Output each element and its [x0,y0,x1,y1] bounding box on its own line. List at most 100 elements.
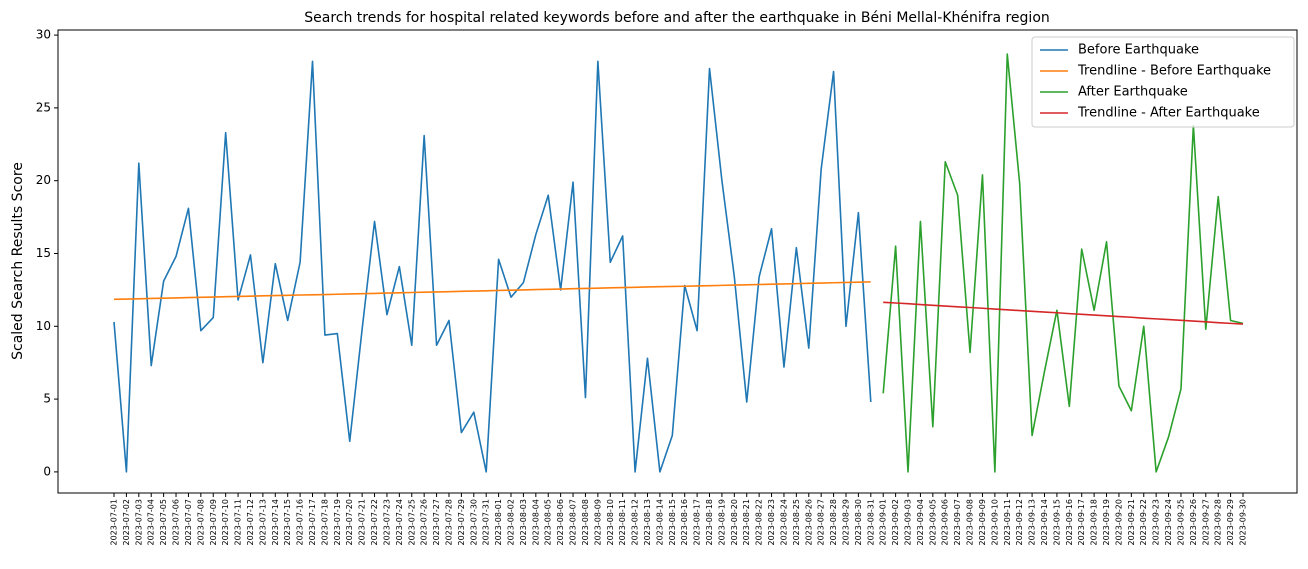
x-tick-label: 2023-08-21 [742,499,751,546]
x-tick-label: 2023-07-14 [271,499,280,546]
x-tick-label: 2023-09-07 [953,499,962,546]
x-tick-label: 2023-08-30 [854,499,863,546]
y-axis-label: Scaled Search Results Score [10,162,26,360]
x-tick-label: 2023-07-21 [358,499,367,546]
x-tick-label: 2023-08-06 [556,499,565,546]
x-tick-label: 2023-08-24 [779,499,788,546]
x-tick-label: 2023-07-12 [246,499,255,546]
x-tick-label: 2023-07-01 [110,499,119,546]
x-tick-label: 2023-09-13 [1028,499,1037,546]
y-tick-label: 0 [43,464,51,478]
x-tick-label: 2023-08-18 [705,499,714,546]
x-tick-label: 2023-09-22 [1139,499,1148,546]
x-tick-label: 2023-08-19 [717,499,726,546]
y-tick-label: 5 [43,392,51,406]
x-tick-label: 2023-08-15 [668,499,677,546]
legend-label: Before Earthquake [1078,43,1199,58]
x-tick-label: 2023-09-06 [941,499,950,546]
x-tick-label: 2023-08-05 [544,499,553,546]
x-tick-label: 2023-09-01 [879,499,888,546]
x-tick-label: 2023-09-19 [1102,499,1111,546]
x-tick-label: 2023-08-31 [866,499,875,546]
x-tick-label: 2023-09-27 [1201,499,1210,546]
x-tick-label: 2023-09-25 [1176,499,1185,546]
x-tick-label: 2023-08-03 [519,499,528,546]
x-tick-label: 2023-07-27 [432,499,441,546]
x-tick-label: 2023-07-26 [420,499,429,546]
x-tick-label: 2023-08-10 [606,499,615,546]
x-tick-label: 2023-09-15 [1052,499,1061,546]
data-line [882,53,1244,473]
x-tick-label: 2023-08-25 [792,499,801,546]
x-tick-label: 2023-09-17 [1077,499,1086,546]
x-tick-label: 2023-08-01 [494,499,503,546]
x-tick-label: 2023-08-08 [581,499,590,546]
x-tick-label: 2023-07-24 [395,499,404,546]
x-tick-label: 2023-07-23 [382,499,391,546]
legend-box [1031,36,1295,128]
x-tick-label: 2023-08-04 [531,499,540,546]
x-tick-label: 2023-07-08 [196,499,205,546]
y-tick-label: 25 [36,100,51,114]
x-tick-label: 2023-08-07 [569,499,578,546]
x-tick-label: 2023-07-29 [457,499,466,546]
x-tick-label: 2023-08-12 [631,499,640,546]
x-tick-label: 2023-08-20 [730,499,739,546]
x-tick-label: 2023-07-05 [159,499,168,546]
x-tick-label: 2023-08-14 [655,499,664,546]
x-tick-label: 2023-07-30 [469,499,478,546]
x-tick-label: 2023-08-11 [618,499,627,546]
x-tick-label: 2023-09-04 [916,499,925,546]
x-tick-label: 2023-08-02 [507,499,516,546]
x-tick-label: 2023-09-02 [891,499,900,546]
data-line [113,60,872,473]
y-tick-label: 20 [36,173,51,187]
x-tick-label: 2023-07-13 [258,499,267,546]
x-tick-label: 2023-08-22 [755,499,764,546]
x-tick-label: 2023-08-28 [829,499,838,546]
x-tick-label: 2023-07-09 [209,499,218,546]
x-tick-label: 2023-09-03 [904,499,913,546]
x-tick-label: 2023-09-10 [990,499,999,546]
x-tick-label: 2023-07-19 [333,499,342,546]
x-tick-label: 2023-08-29 [841,499,850,546]
data-line [113,281,871,301]
x-tick-label: 2023-09-18 [1090,499,1099,546]
x-tick-label: 2023-07-20 [345,499,354,546]
y-tick-label: 10 [36,319,51,333]
x-tick-label: 2023-09-12 [1015,499,1024,546]
x-tick-label: 2023-07-18 [320,499,329,546]
plot-frame [57,29,1298,494]
x-tick-label: 2023-07-02 [122,499,131,546]
legend-label: Trendline - After Earthquake [1077,106,1260,121]
x-tick-label: 2023-08-16 [680,499,689,546]
x-tick-label: 2023-08-09 [593,499,602,546]
x-tick-label: 2023-09-16 [1065,499,1074,546]
x-tick-label: 2023-07-03 [134,499,143,546]
chart-title: Search trends for hospital related keywo… [304,10,1050,26]
x-tick-label: 2023-07-28 [444,499,453,546]
x-tick-label: 2023-08-26 [804,499,813,546]
x-tick-label: 2023-09-09 [978,499,987,546]
x-tick-label: 2023-09-14 [1040,499,1049,546]
x-tick-label: 2023-07-25 [407,499,416,546]
x-tick-label: 2023-08-27 [817,499,826,546]
x-tick-label: 2023-09-21 [1127,499,1136,546]
x-tick-label: 2023-09-28 [1214,499,1223,546]
legend-label: After Earthquake [1078,85,1188,100]
x-tick-label: 2023-07-07 [184,499,193,546]
x-tick-label: 2023-09-30 [1239,499,1248,546]
x-tick-label: 2023-07-15 [283,499,292,546]
x-tick-label: 2023-09-05 [928,499,937,546]
x-tick-label: 2023-09-24 [1164,499,1173,546]
x-tick-label: 2023-09-26 [1189,499,1198,546]
x-tick-label: 2023-09-23 [1152,499,1161,546]
x-tick-label: 2023-08-13 [643,499,652,546]
x-tick-label: 2023-08-17 [693,499,702,546]
y-tick-label: 30 [36,28,51,42]
x-tick-label: 2023-07-17 [308,499,317,546]
y-tick-label: 15 [36,246,51,260]
x-tick-label: 2023-07-04 [147,499,156,546]
x-tick-label: 2023-07-22 [370,499,379,546]
